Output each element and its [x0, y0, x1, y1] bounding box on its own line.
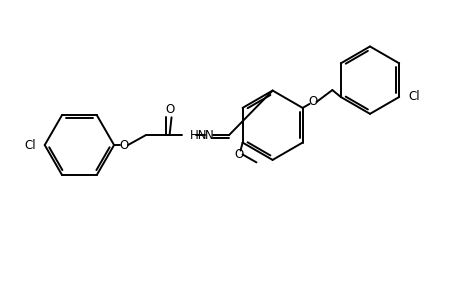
- Text: O: O: [234, 148, 243, 161]
- Text: HN: HN: [189, 129, 207, 142]
- Text: O: O: [307, 95, 316, 108]
- Text: Cl: Cl: [407, 91, 419, 103]
- Text: O: O: [119, 139, 129, 152]
- Text: N: N: [204, 129, 213, 142]
- Text: Cl: Cl: [24, 139, 36, 152]
- Text: O: O: [165, 103, 174, 116]
